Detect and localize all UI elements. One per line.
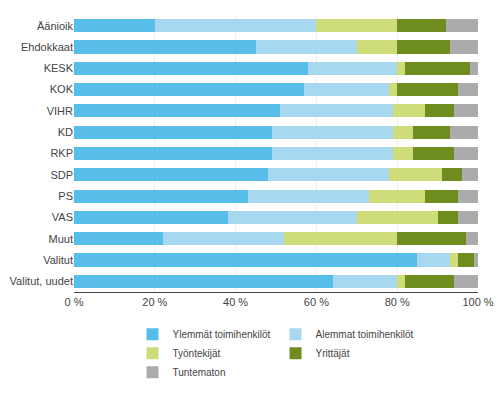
svg-text:Tuntematon: Tuntematon xyxy=(173,367,226,378)
svg-text:Yrittäjät: Yrittäjät xyxy=(316,348,350,359)
svg-text:RKP: RKP xyxy=(50,147,73,159)
svg-text:KD: KD xyxy=(58,126,73,138)
svg-text:Muut: Muut xyxy=(49,233,73,245)
svg-text:60 %: 60 % xyxy=(304,296,329,308)
svg-text:Valitut, uudet: Valitut, uudet xyxy=(10,275,73,287)
svg-text:0 %: 0 % xyxy=(65,296,84,308)
svg-text:Ehdokkaat: Ehdokkaat xyxy=(21,41,73,53)
svg-text:SDP: SDP xyxy=(50,169,73,181)
svg-text:Alemmat toimihenkilöt: Alemmat toimihenkilöt xyxy=(316,329,414,340)
svg-text:40 %: 40 % xyxy=(223,296,248,308)
svg-text:PS: PS xyxy=(58,190,73,202)
svg-text:80 %: 80 % xyxy=(385,296,410,308)
svg-text:VIHR: VIHR xyxy=(47,105,73,117)
svg-text:Äänioik: Äänioik xyxy=(37,20,74,32)
svg-text:Työntekijät: Työntekijät xyxy=(173,348,221,359)
svg-text:VAS: VAS xyxy=(52,211,73,223)
svg-text:KESK: KESK xyxy=(44,62,74,74)
svg-text:Valitut: Valitut xyxy=(43,254,73,266)
svg-text:KOK: KOK xyxy=(50,83,74,95)
svg-text:Ylemmät toimihenkilöt: Ylemmät toimihenkilöt xyxy=(173,329,271,340)
svg-text:20 %: 20 % xyxy=(142,296,167,308)
svg-text:100 %: 100 % xyxy=(462,296,493,308)
